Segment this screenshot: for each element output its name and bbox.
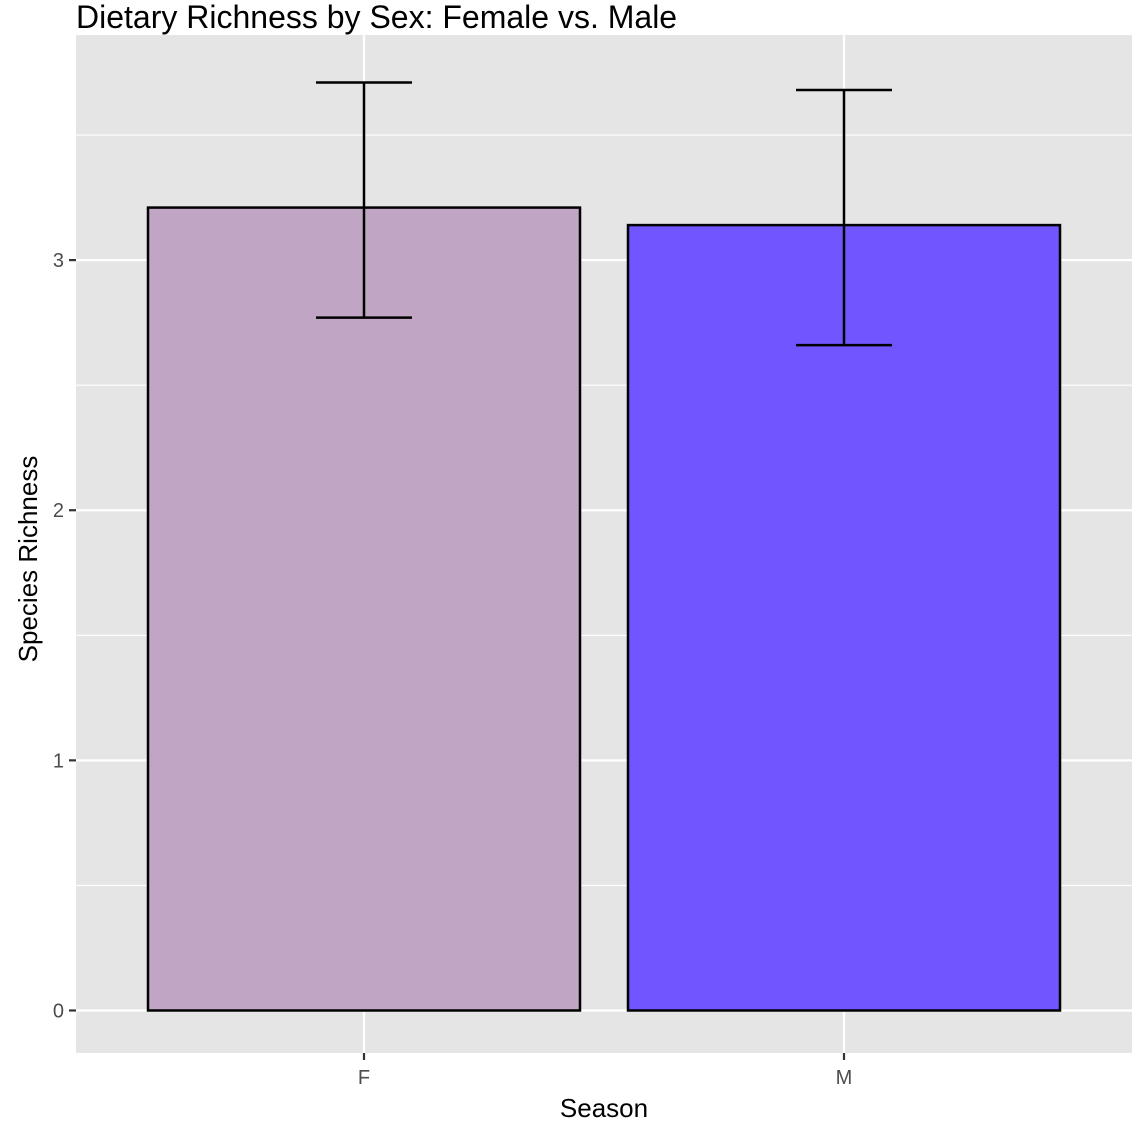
error-bar-f (316, 81, 412, 319)
x-tick-label: F (358, 1067, 370, 1089)
y-tick-label: 2 (53, 500, 64, 522)
y-axis-title: Species Richness (13, 456, 43, 663)
bar-f (146, 206, 582, 1012)
x-axis-title: Season (560, 1093, 648, 1123)
y-tick-label: 3 (53, 250, 64, 272)
bars (146, 206, 1062, 1012)
bar-m (626, 223, 1062, 1012)
y-axis: 0 1 2 3 (53, 250, 76, 1022)
x-tick-label: M (836, 1067, 853, 1089)
error-bars (316, 81, 892, 347)
chart-title: Dietary Richness by Sex: Female vs. Male (76, 0, 677, 35)
y-tick-label: 1 (53, 750, 64, 772)
y-tick-label: 0 (53, 1000, 64, 1022)
error-bar-m (796, 88, 892, 347)
